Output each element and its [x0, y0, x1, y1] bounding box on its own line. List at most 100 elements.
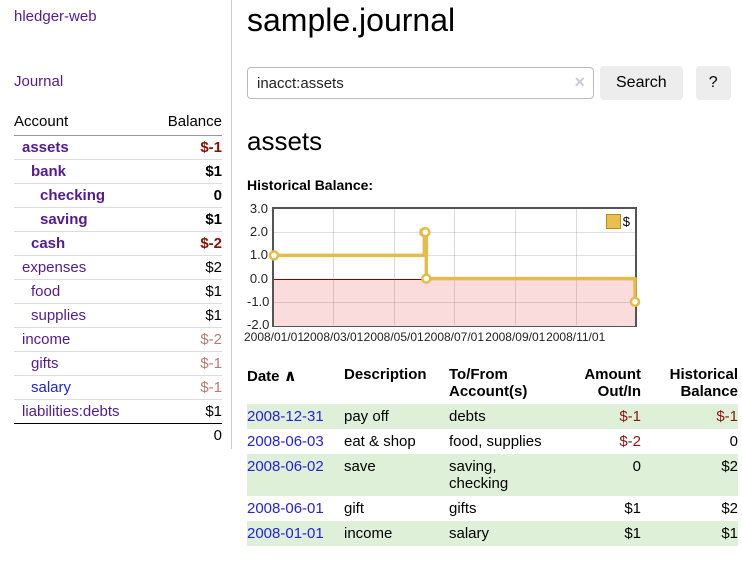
- y-axis-tick-label: -2.0: [247, 317, 270, 332]
- vertical-gridline: [575, 209, 577, 325]
- x-axis-tick-label: 2008/05/01: [363, 330, 424, 344]
- account-balance: $-2: [151, 327, 222, 352]
- app-title-link[interactable]: hledger-web: [14, 8, 97, 25]
- account-row: assets $-1: [14, 135, 222, 160]
- account-link[interactable]: saving: [40, 211, 88, 228]
- register-date-cell: 2008-01-01: [247, 521, 344, 546]
- register-header-amount: Amount Out/In: [584, 366, 641, 400]
- chart-legend: $: [605, 214, 630, 229]
- account-link[interactable]: income: [22, 331, 71, 348]
- register-row: 2008-06-01 gift gifts $1 $2: [247, 496, 738, 521]
- x-axis-tick-label: 2008/09/01: [485, 330, 546, 344]
- search-button[interactable]: Search: [600, 66, 683, 100]
- x-axis-tick-label: 2008/01/01: [243, 330, 305, 344]
- register-row: 2008-12-31 pay off debts $-1 $-1: [247, 404, 738, 429]
- account-balance: $1: [151, 159, 222, 184]
- account-row: checking 0: [14, 183, 222, 208]
- account-cell: salary: [14, 375, 152, 400]
- account-link[interactable]: supplies: [31, 307, 87, 324]
- account-cell: liabilities:debts: [14, 399, 152, 424]
- account-balance: 0: [151, 183, 222, 208]
- account-balance: $-1: [151, 351, 222, 376]
- account-balance: $-1: [151, 375, 222, 400]
- account-cell: checking: [14, 183, 152, 208]
- account-balance: $1: [151, 303, 222, 328]
- vertical-gridline: [454, 209, 455, 325]
- account-balance: $-2: [151, 231, 222, 256]
- account-link[interactable]: gifts: [31, 355, 59, 372]
- legend-label: $: [622, 214, 630, 229]
- register-accounts-cell: gifts: [449, 500, 477, 517]
- register-balance-cell: $2: [721, 500, 738, 517]
- account-row: expenses $2: [14, 255, 222, 280]
- chart-title: Historical Balance:: [247, 177, 374, 193]
- accounts-table: Account Balance assets $-1 bank $1 checking 0…: [14, 111, 222, 447]
- y-axis-tick-label: -1.0: [247, 293, 270, 309]
- account-link[interactable]: cash: [31, 235, 66, 252]
- x-axis-tick-label: 2008/11/01: [546, 330, 606, 344]
- register-amount-cell: $-1: [619, 408, 641, 425]
- account-row: bank $1: [14, 159, 222, 184]
- historical-balance-chart: $ 3.0 2.0 1.0 0.0 -1.0 -2.0 2008/01/01 2008/03/…: [243, 201, 741, 350]
- account-link[interactable]: food: [31, 283, 61, 300]
- register-header-date-label: Date: [247, 368, 280, 385]
- register-balance-cell: 0: [729, 433, 738, 450]
- search-box: ×: [247, 67, 594, 99]
- accounts-total-spacer: [14, 424, 151, 448]
- register-accounts-cell: food, supplies: [449, 433, 542, 450]
- search-input[interactable]: [247, 67, 594, 99]
- y-axis-tick-label: 0.0: [249, 270, 268, 286]
- account-heading: assets: [247, 126, 323, 156]
- accounts-total-balance: 0: [213, 427, 222, 444]
- sort-ascending-icon: ∧: [283, 368, 297, 385]
- register-row: 2008-06-03 eat & shop food, supplies $-2 0: [247, 429, 738, 454]
- sidebar: hledger-web Journal Account Balance asse…: [0, 0, 232, 449]
- register-header-row: Date ∧ Description To/From Account(s) Am…: [247, 364, 738, 404]
- x-axis-tick-label: 2008/03/01: [303, 330, 364, 344]
- accounts-header-account: Account: [14, 111, 152, 136]
- sidebar-item-journal[interactable]: Journal: [14, 73, 64, 90]
- account-link[interactable]: salary: [31, 379, 72, 396]
- register-row: 2008-01-01 income salary $1 $1: [247, 521, 738, 546]
- account-cell: gifts: [14, 351, 152, 376]
- register-date-cell: 2008-12-31: [247, 404, 344, 429]
- transaction-date-link[interactable]: 2008-12-31: [247, 408, 324, 425]
- account-cell: saving: [14, 207, 152, 232]
- data-point-marker[interactable]: [629, 296, 641, 308]
- account-link[interactable]: checking: [40, 187, 106, 204]
- search-form: × Search ?: [247, 66, 741, 100]
- register-date-cell: 2008-06-03: [247, 429, 344, 454]
- register-description-cell: eat & shop: [344, 433, 416, 450]
- data-point-marker[interactable]: [420, 226, 431, 238]
- accounts-total-row: 0: [14, 424, 222, 448]
- transaction-date-link[interactable]: 2008-06-02: [247, 458, 324, 475]
- register-header-balance: Historical Balance: [669, 366, 738, 400]
- account-row: income $-2: [14, 327, 222, 352]
- register-row: 2008-06-02 save saving, checking 0 $2: [247, 454, 738, 496]
- data-point-marker[interactable]: [268, 250, 280, 261]
- clear-search-icon[interactable]: ×: [574, 72, 585, 92]
- account-link[interactable]: bank: [31, 163, 67, 180]
- register-table: Date ∧ Description To/From Account(s) Am…: [247, 364, 738, 546]
- account-link[interactable]: expenses: [22, 259, 87, 276]
- account-cell: bank: [14, 159, 152, 184]
- data-point-marker[interactable]: [421, 273, 432, 284]
- account-cell: food: [14, 279, 152, 304]
- y-axis-tick-label: 3.0: [249, 201, 268, 216]
- horizontal-gridline: [274, 301, 635, 303]
- help-button[interactable]: ?: [695, 66, 731, 100]
- balance-series: [268, 226, 641, 308]
- account-cell: income: [14, 327, 152, 352]
- register-balance-cell: $-1: [716, 408, 738, 425]
- account-link[interactable]: assets: [22, 139, 69, 156]
- transaction-date-link[interactable]: 2008-06-01: [247, 500, 324, 517]
- account-link[interactable]: liabilities:debts: [22, 403, 120, 420]
- y-axis-tick-label: 2.0: [249, 224, 268, 240]
- transaction-date-link[interactable]: 2008-06-03: [247, 433, 324, 450]
- register-header-date[interactable]: Date ∧: [247, 364, 344, 404]
- y-axis-tick-label: 1.0: [249, 247, 268, 263]
- register-header-description: Description: [344, 366, 427, 383]
- register-description-cell: pay off: [344, 408, 389, 425]
- sidebar-nav: Journal: [14, 73, 231, 91]
- transaction-date-link[interactable]: 2008-01-01: [247, 525, 324, 542]
